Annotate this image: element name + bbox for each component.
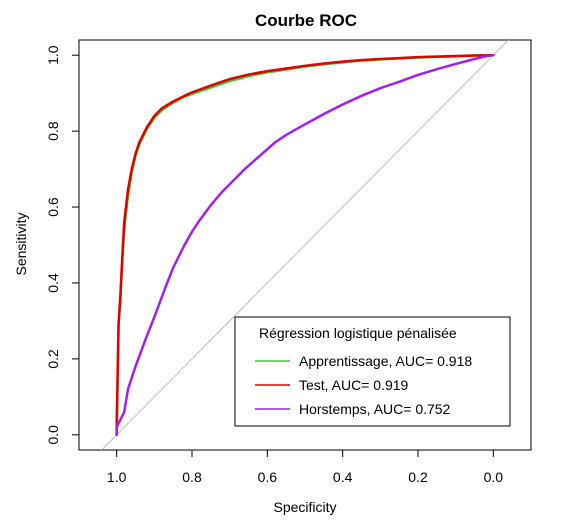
x-tick-label: 0.4 bbox=[333, 469, 353, 485]
legend-label-1: Apprentissage, AUC= 0.918 bbox=[299, 353, 472, 369]
x-tick-label: 0.6 bbox=[258, 469, 278, 485]
reference-diagonal bbox=[101, 39, 509, 451]
legend-label-3: Horstemps, AUC= 0.752 bbox=[299, 401, 451, 417]
chart-title: Courbe ROC bbox=[255, 11, 357, 30]
series-line-3 bbox=[115, 53, 495, 437]
x-tick-label: 0.2 bbox=[408, 469, 428, 485]
x-tick-label: 0.0 bbox=[484, 469, 504, 485]
legend-items: Apprentissage, AUC= 0.918 Test, AUC= 0.91… bbox=[255, 353, 472, 417]
y-tick-label: 0.8 bbox=[45, 121, 61, 141]
x-tick-label: 1.0 bbox=[107, 469, 127, 485]
y-tick-label: 1.0 bbox=[45, 45, 61, 65]
legend: Régression logistique pénalisée Apprenti… bbox=[234, 316, 511, 427]
series-layer bbox=[115, 53, 495, 437]
y-axis-label: Sensitivity bbox=[13, 212, 29, 275]
x-axis: 1.0 0.8 0.6 0.4 0.2 0.0 bbox=[107, 449, 504, 485]
y-tick-label: 0.4 bbox=[45, 273, 61, 293]
y-axis: 0.0 0.2 0.4 0.6 0.8 1.0 bbox=[45, 45, 80, 445]
y-tick-label: 0.2 bbox=[45, 349, 61, 369]
legend-box bbox=[234, 316, 511, 427]
legend-title: Régression logistique pénalisée bbox=[259, 325, 457, 341]
series-line-2 bbox=[115, 53, 495, 437]
x-tick-label: 0.8 bbox=[182, 469, 202, 485]
y-tick-label: 0.0 bbox=[45, 425, 61, 445]
x-axis-label: Specificity bbox=[273, 499, 336, 515]
legend-label-2: Test, AUC= 0.919 bbox=[299, 377, 409, 393]
y-tick-label: 0.6 bbox=[45, 197, 61, 217]
